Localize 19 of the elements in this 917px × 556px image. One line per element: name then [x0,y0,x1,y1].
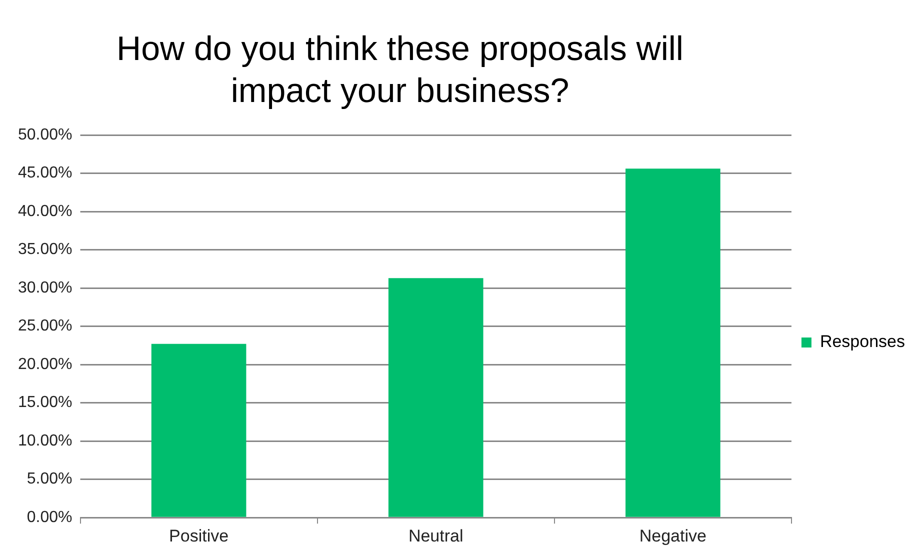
chart-title: How do you think these proposals will impact your business? [116,29,684,112]
legend-label: Responses [820,332,906,352]
y-tick-label: 35.00% [18,241,72,258]
y-tick-label: 40.00% [18,202,72,220]
y-tick-label: 5.00% [26,470,72,488]
x-tick-label: Negative [639,526,706,546]
y-tick-label: 45.00% [18,164,72,182]
x-tick-label: Neutral [408,526,464,546]
y-tick-label: 0.00% [26,509,72,526]
y-tick-label: 25.00% [18,318,72,335]
x-tick-label: Positive [169,526,229,546]
y-tick-label: 10.00% [18,432,72,450]
y-tick-label: 20.00% [18,356,72,373]
y-tick-label: 50.00% [18,126,72,144]
bar [151,344,246,517]
bar [626,168,720,517]
bar [388,278,484,517]
y-tick-label: 30.00% [18,279,72,296]
y-tick-label: 15.00% [18,394,72,412]
